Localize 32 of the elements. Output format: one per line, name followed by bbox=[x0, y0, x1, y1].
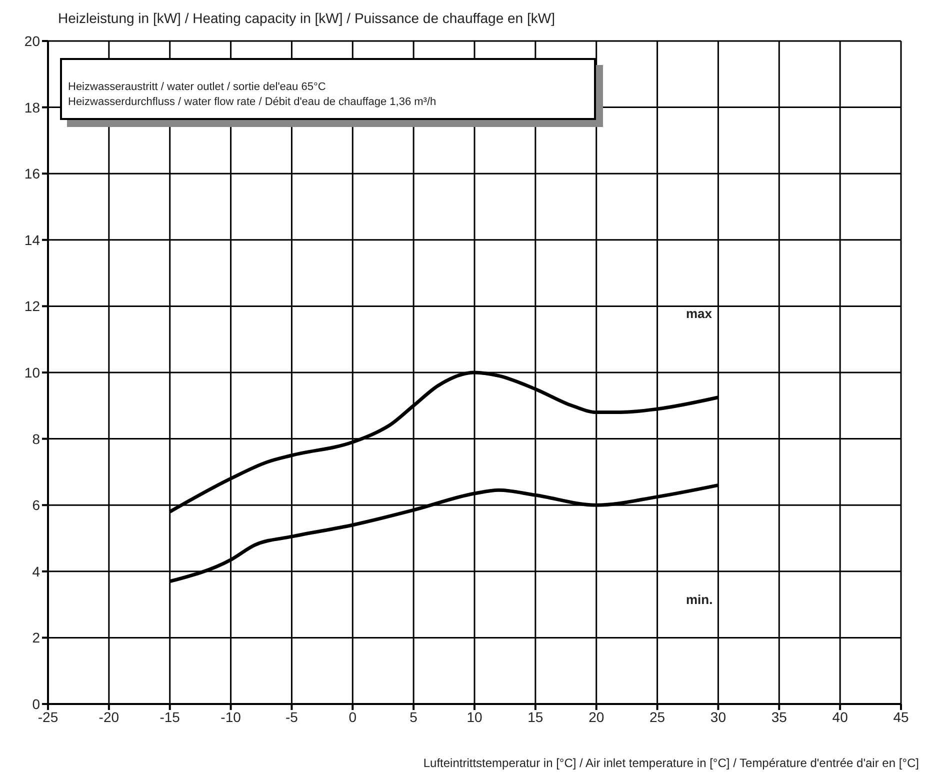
y-axis-title: Heizleistung in [kW] / Heating capacity in [kW] / Puissance de chauffage en [kW] bbox=[58, 10, 555, 26]
x-axis-title: Lufteintrittstemperatur in [°C] / Air inlet temperature in [°C] / Température d'entrée d'air en [°C] bbox=[423, 756, 919, 770]
x-tick-label: 25 bbox=[649, 708, 666, 725]
x-tick-label: -25 bbox=[38, 708, 58, 725]
x-tick-label: 10 bbox=[466, 708, 482, 725]
annotation: max bbox=[686, 306, 712, 321]
y-tick-label: 12 bbox=[24, 298, 40, 314]
y-tick-label: 16 bbox=[24, 166, 40, 182]
x-tick-label: 35 bbox=[771, 708, 788, 725]
y-tick-label: 6 bbox=[32, 497, 40, 514]
y-tick-label: 14 bbox=[24, 232, 40, 248]
y-tick-label: 8 bbox=[32, 430, 40, 447]
x-tick-label: 5 bbox=[410, 708, 418, 725]
annotation: Heizwasserdurchfluss / water flow rate / Débit d'eau de chauffage 1,36 m³/h bbox=[68, 95, 438, 110]
annotation: min. bbox=[686, 592, 713, 607]
y-tick-label: 20 bbox=[24, 32, 40, 49]
y-tick-label: 4 bbox=[32, 563, 40, 580]
x-tick-label: 45 bbox=[893, 708, 909, 725]
y-tick-label: 2 bbox=[32, 630, 40, 646]
annotation: Heizwasseraustritt / water outlet / sortie del'eau 65°C bbox=[68, 80, 327, 95]
x-tick-label: 0 bbox=[348, 708, 357, 725]
x-tick-label: -5 bbox=[285, 708, 298, 725]
y-tick-label: 0 bbox=[32, 696, 40, 712]
x-tick-label: 40 bbox=[832, 708, 848, 725]
x-tick-label: -10 bbox=[220, 708, 242, 725]
y-tick-label: 10 bbox=[24, 364, 40, 380]
x-tick-label: -15 bbox=[160, 708, 180, 725]
x-tick-label: 30 bbox=[710, 708, 726, 725]
x-tick-label: 20 bbox=[588, 708, 604, 725]
x-tick-label: 15 bbox=[528, 708, 544, 725]
y-tick-label: 18 bbox=[24, 99, 40, 116]
x-tick-label: -20 bbox=[98, 708, 120, 725]
